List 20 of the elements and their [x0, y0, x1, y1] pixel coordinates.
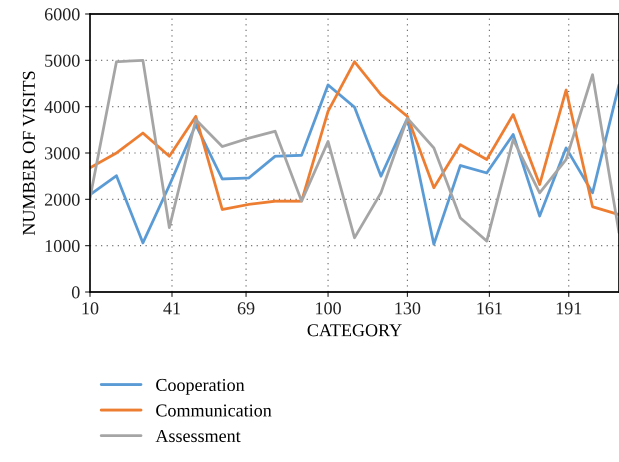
x-tick-label: 10	[82, 302, 98, 314]
y-tick-label: 2000	[44, 194, 80, 206]
x-tick-label: 100	[316, 302, 341, 314]
x-tick-label: 161	[477, 302, 502, 314]
x-tick-label: 191	[556, 302, 582, 314]
y-tick-label: 3000	[45, 147, 80, 160]
y-tick-label: 6000	[44, 8, 80, 20]
legend-label: Assessment	[156, 430, 241, 442]
y-tick-label: 1000	[46, 240, 80, 252]
x-axis-title: CATEGORY	[308, 324, 402, 336]
legend-label: Cooperation	[156, 378, 244, 395]
y-tick-label: 0	[72, 286, 80, 298]
legend-label: Communication	[156, 404, 272, 417]
x-tick-label: 69	[238, 302, 254, 314]
y-axis-title: NUMBER OF VISITS	[22, 72, 36, 236]
x-tick-label: 130	[395, 302, 420, 314]
y-tick-label: 5000	[45, 54, 80, 67]
line-series	[90, 84, 619, 246]
y-tick-label: 4000	[44, 100, 80, 114]
x-tick-label: 41	[163, 302, 180, 314]
